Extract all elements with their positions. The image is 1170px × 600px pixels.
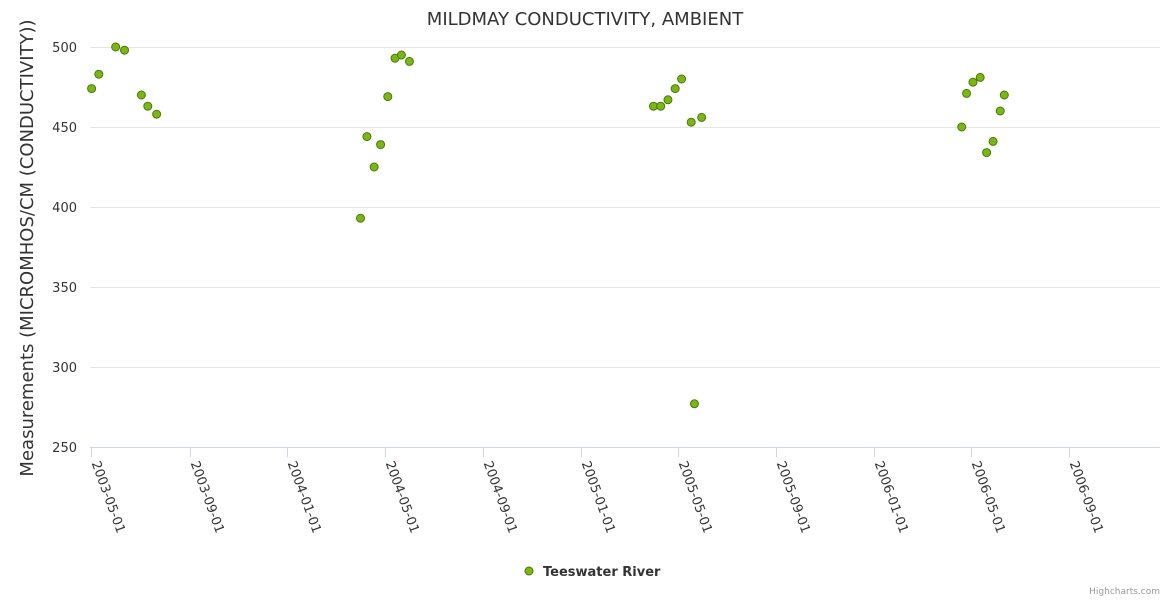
y-tick-label: 350 xyxy=(52,281,77,296)
data-point[interactable] xyxy=(152,109,162,119)
data-point[interactable] xyxy=(143,101,153,111)
data-point[interactable] xyxy=(111,42,121,52)
data-point[interactable] xyxy=(689,399,699,409)
legend-marker xyxy=(524,566,534,576)
data-point[interactable] xyxy=(957,122,967,132)
x-tick-label: 2005-09-01 xyxy=(773,459,813,535)
data-point[interactable] xyxy=(999,90,1009,100)
credits-link[interactable]: Highcharts.com xyxy=(1089,587,1160,597)
data-point[interactable] xyxy=(376,140,386,150)
data-point[interactable] xyxy=(982,148,992,158)
x-tick-label: 2004-01-01 xyxy=(284,459,324,535)
y-tick-label: 500 xyxy=(52,41,77,56)
grid-lines xyxy=(90,47,1160,368)
data-point[interactable] xyxy=(670,84,680,94)
y-axis-ticks: 250 300 350 400 450 500 xyxy=(52,41,77,456)
data-point[interactable] xyxy=(995,106,1005,116)
data-point[interactable] xyxy=(136,90,146,100)
data-point[interactable] xyxy=(656,101,666,111)
data-series-teeswater-river xyxy=(87,42,1009,409)
x-tick-label: 2003-05-01 xyxy=(88,459,128,535)
x-tick-label: 2006-09-01 xyxy=(1066,459,1106,535)
data-point[interactable] xyxy=(686,117,696,127)
y-tick-label: 400 xyxy=(52,201,77,216)
x-tick-label: 2006-05-01 xyxy=(968,459,1008,535)
x-tick-label: 2005-01-01 xyxy=(578,459,618,535)
y-tick-label: 450 xyxy=(52,121,77,136)
x-tick-label: 2004-09-01 xyxy=(480,459,520,535)
data-point[interactable] xyxy=(356,213,366,223)
x-tick-label: 2003-09-01 xyxy=(187,459,227,535)
x-tick-label: 2004-05-01 xyxy=(382,459,422,535)
data-point[interactable] xyxy=(962,88,972,98)
data-point[interactable] xyxy=(120,45,130,55)
y-tick-label: 250 xyxy=(52,441,77,456)
data-point[interactable] xyxy=(94,69,104,79)
data-point[interactable] xyxy=(383,92,393,102)
y-tick-label: 300 xyxy=(52,361,77,376)
x-tick-label: 2005-05-01 xyxy=(675,459,715,535)
data-point[interactable] xyxy=(663,95,673,105)
data-point[interactable] xyxy=(87,84,97,94)
data-point[interactable] xyxy=(369,162,379,172)
legend-label-teeswater-river: Teeswater River xyxy=(543,565,661,580)
legend[interactable]: Teeswater River xyxy=(524,565,661,580)
data-point[interactable] xyxy=(968,77,978,87)
x-tick-label: 2006-01-01 xyxy=(871,459,911,535)
y-axis-title: Measurements (MICROMHOS/CM (CONDUCTIVITY… xyxy=(17,19,38,476)
data-point[interactable] xyxy=(362,132,372,142)
x-axis: 2003-05-01 2003-09-01 2004-01-01 2004-05-01… xyxy=(88,447,1160,535)
data-point[interactable] xyxy=(975,72,985,82)
data-point[interactable] xyxy=(404,56,414,66)
data-point[interactable] xyxy=(697,112,707,122)
chart-title: MILDMAY CONDUCTIVITY, AMBIENT xyxy=(427,9,744,30)
data-point[interactable] xyxy=(677,74,687,84)
data-point[interactable] xyxy=(988,136,998,146)
data-point[interactable] xyxy=(396,50,406,60)
